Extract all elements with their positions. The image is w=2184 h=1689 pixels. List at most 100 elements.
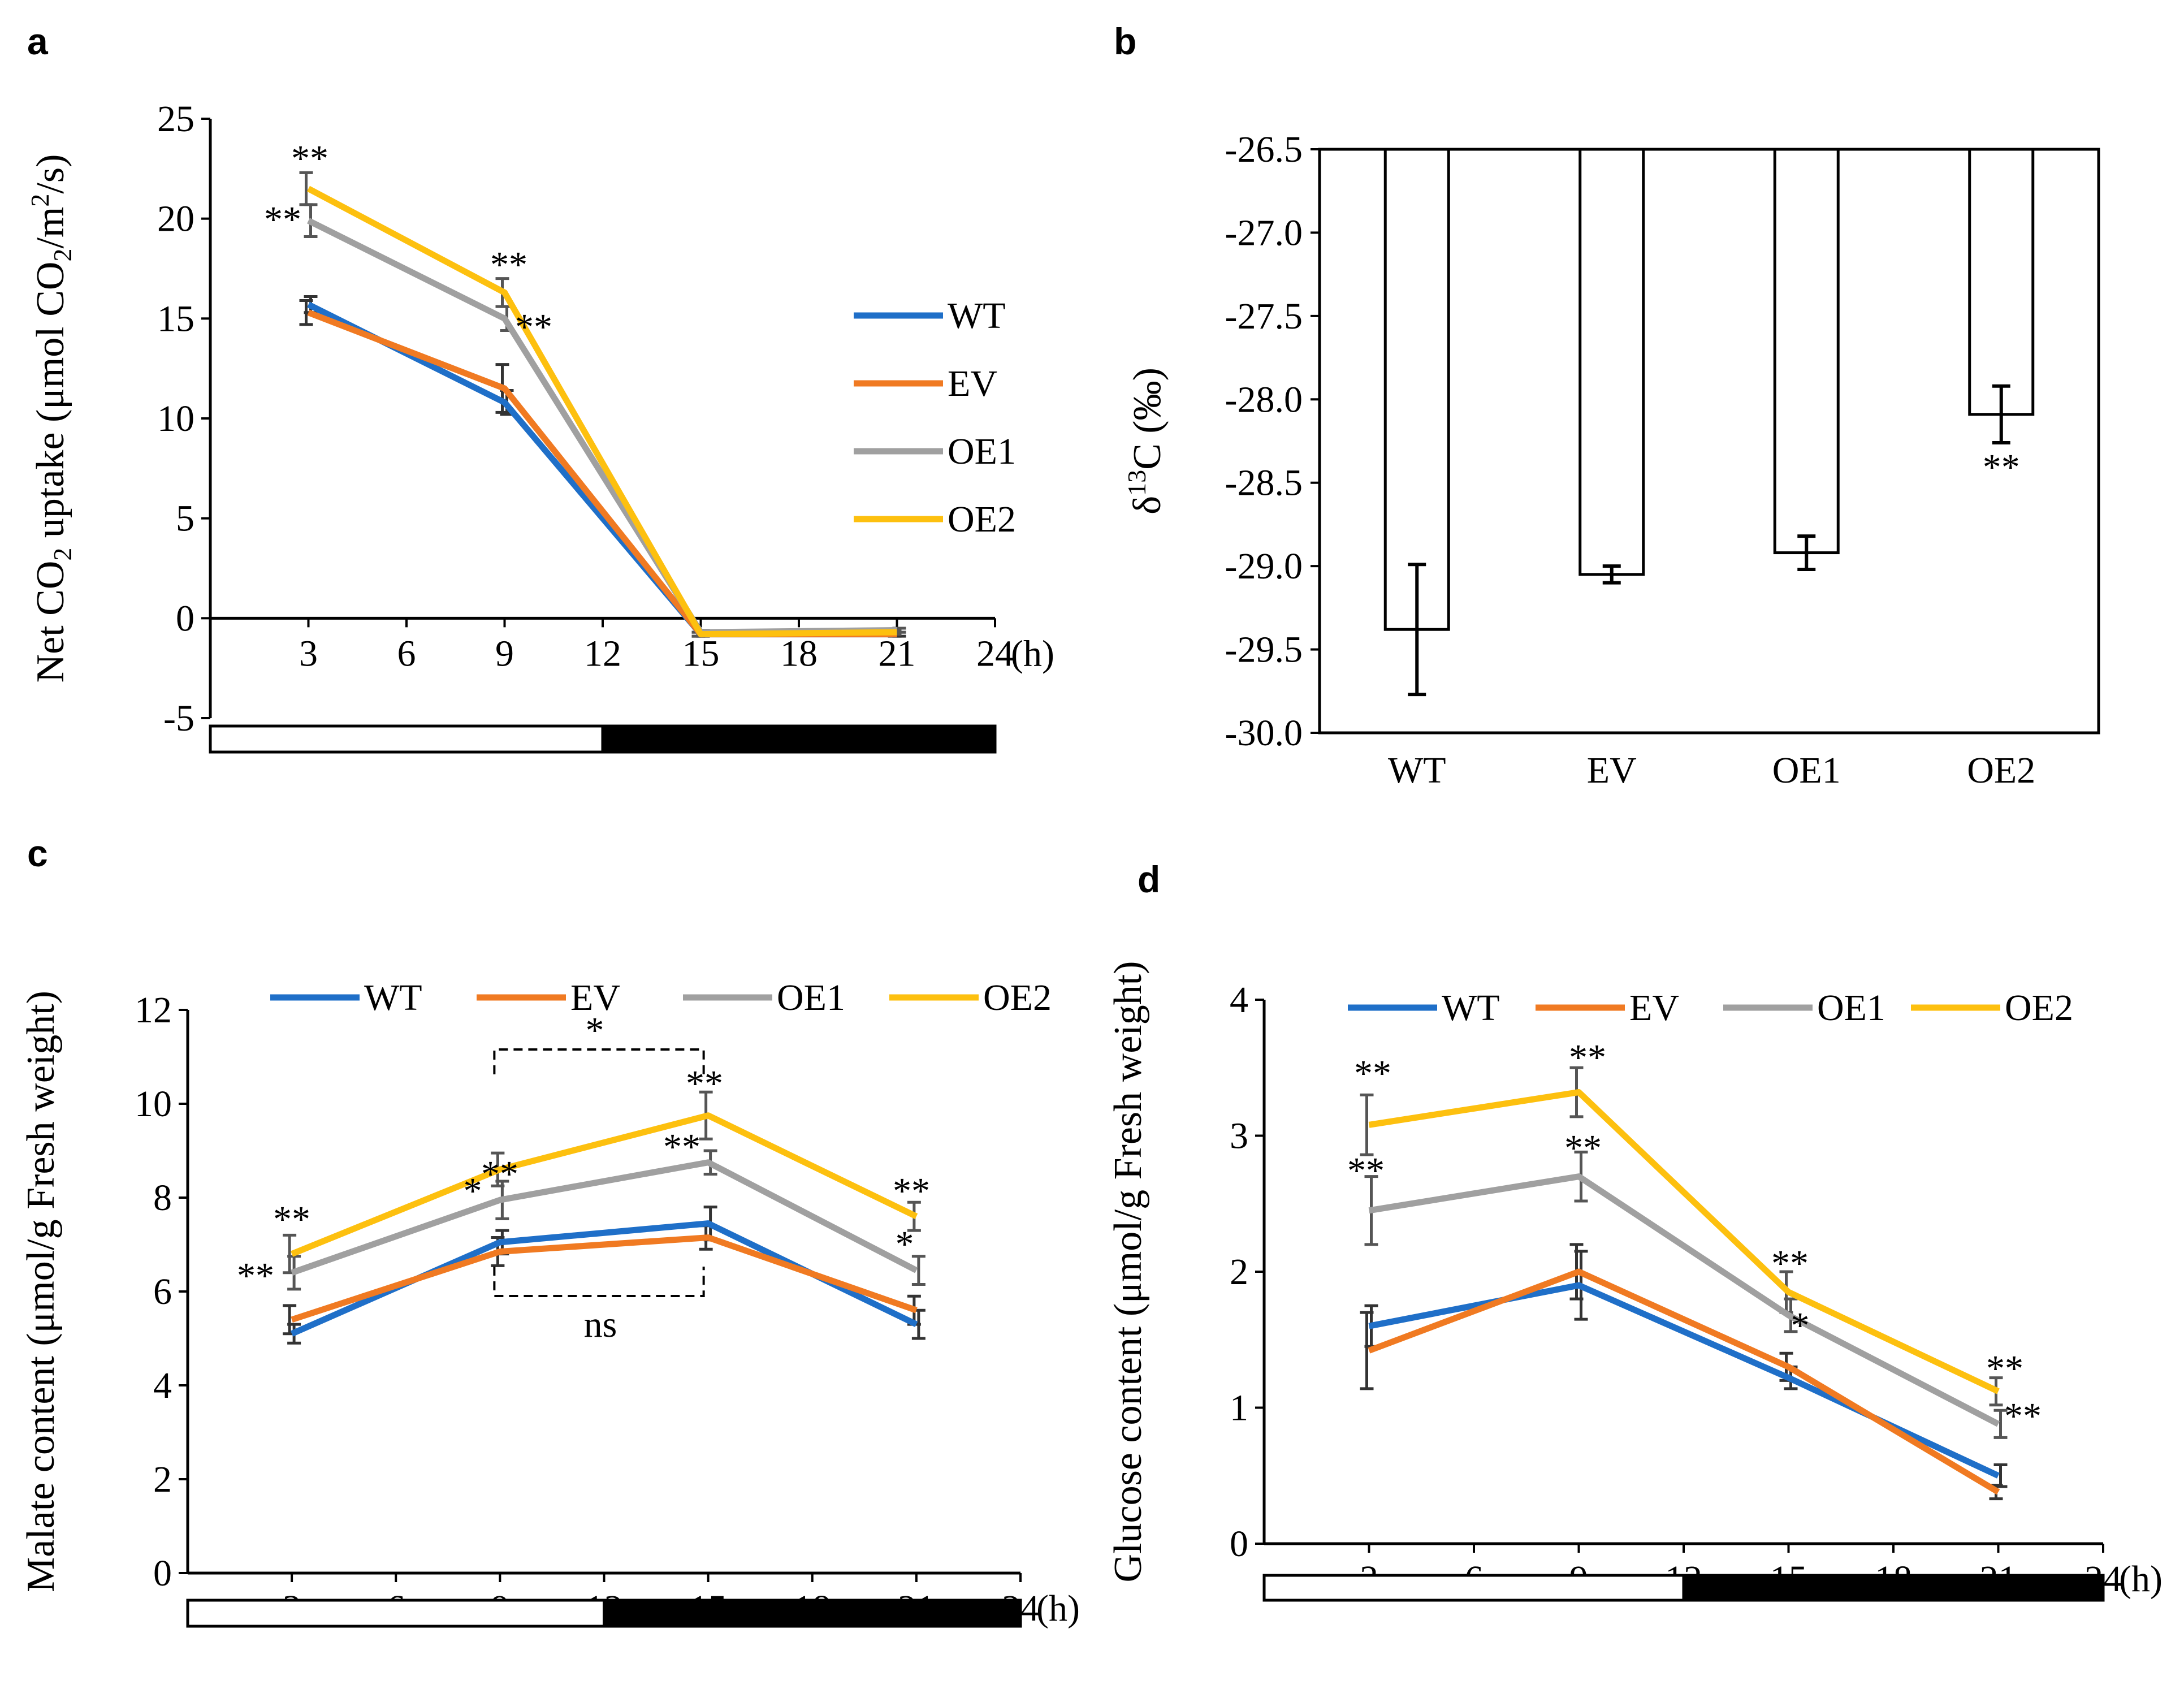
legend-label-oe1: OE1 <box>777 977 845 1018</box>
light-period-bar <box>1262 1574 1685 1602</box>
category-label-ev: EV <box>1587 750 1637 791</box>
significance-marker: * <box>464 1170 482 1212</box>
legend-label-oe2: OE2 <box>948 499 1016 540</box>
x-tick-label: 21 <box>879 633 916 674</box>
significance-marker: ** <box>1983 447 2020 488</box>
legend-label-oe1: OE1 <box>1817 987 1885 1029</box>
significance-marker: ** <box>481 1154 518 1195</box>
y-axis-label-part: /s) <box>29 154 72 194</box>
y-tick-label: 12 <box>135 990 172 1031</box>
y-tick-label: -29.0 <box>1225 546 1303 587</box>
y-axis-label-part: 13 <box>1122 470 1151 496</box>
y-axis-label: Glucose content (μmol/g Fresh weight) <box>1106 961 1150 1583</box>
significance-marker: * <box>896 1224 914 1265</box>
significance-marker: * <box>1791 1305 1810 1346</box>
y-tick-label: 2 <box>153 1459 172 1500</box>
light-period-bar <box>186 1599 606 1628</box>
legend-label-oe2: OE2 <box>2005 987 2073 1029</box>
series-line-oe2 <box>291 1112 918 1257</box>
y-tick-label: 1 <box>1230 1388 1248 1429</box>
x-tick-label: 9 <box>495 633 514 674</box>
y-tick-label: 15 <box>157 298 194 339</box>
significance-marker: ** <box>1354 1053 1391 1094</box>
y-tick-label: 25 <box>157 98 194 140</box>
dark-period-bar <box>601 724 997 754</box>
significance-marker: ** <box>893 1170 930 1212</box>
x-tick-label: 15 <box>682 633 720 674</box>
y-tick-label: -27.5 <box>1225 296 1303 337</box>
y-axis-label-part: 2 <box>48 548 77 561</box>
significance-marker: ** <box>1347 1150 1385 1191</box>
significance-marker: ** <box>1771 1243 1809 1284</box>
significance-marker: ** <box>291 138 328 179</box>
legend-label-ev: EV <box>1629 987 1679 1029</box>
significance-marker: ** <box>2004 1396 2042 1437</box>
legend-label-oe1: OE1 <box>948 431 1016 472</box>
significance-marker: ** <box>1986 1348 2023 1389</box>
significance-marker: ** <box>515 306 552 348</box>
series-line-oe1 <box>1368 1173 2000 1427</box>
panel-b-delta13c-bars: -26.5 -27.0 -27.5 -28.0 -28.5 -29.0 -29.5 -30.0… <box>1122 129 2100 791</box>
legend-label-ev: EV <box>570 977 620 1018</box>
series-line-oe2 <box>1368 1089 2000 1394</box>
series-line-ev <box>291 1234 918 1323</box>
y-axis-label-part: Net CO <box>29 561 72 683</box>
y-tick-label: -29.5 <box>1225 629 1303 671</box>
y-tick-label: 3 <box>1230 1116 1248 1157</box>
significance-marker: ** <box>663 1126 700 1168</box>
y-axis-label: Net CO2 uptake (μmol CO2/m2/s) <box>25 154 77 683</box>
y-axis-label-part: C (‰) <box>1126 368 1169 470</box>
legend-label-wt: WT <box>1442 987 1500 1029</box>
series-line-ev <box>1368 1268 2000 1495</box>
y-tick-label: -26.5 <box>1225 129 1303 170</box>
y-tick-label: 4 <box>1230 979 1248 1021</box>
legend-label-oe2: OE2 <box>983 977 1052 1018</box>
x-tick-label: 24 <box>976 633 1014 674</box>
x-tick-label: 18 <box>780 633 818 674</box>
significance-marker: ** <box>1564 1128 1602 1169</box>
bar-wt <box>1383 148 1450 631</box>
y-tick-label: 5 <box>176 498 194 539</box>
significance-marker: ** <box>264 199 301 240</box>
bracket-bottom <box>493 1267 705 1297</box>
plot-frame <box>1318 148 2100 735</box>
series-line-oe1 <box>291 1159 918 1276</box>
x-unit-label: (h) <box>1011 633 1054 674</box>
x-unit-label: (h) <box>2119 1558 2163 1600</box>
significance-marker: ** <box>237 1255 274 1297</box>
series-line-oe2 <box>306 185 897 638</box>
y-axis-label: Malate content (μmol/g Fresh weight) <box>19 991 63 1592</box>
panel-label-c: c <box>27 832 48 874</box>
dark-period-bar <box>1682 1574 2105 1602</box>
light-period-bar <box>209 724 604 754</box>
x-unit-label: (h) <box>1036 1588 1080 1629</box>
series-line-oe1 <box>307 218 897 636</box>
panel-label-a: a <box>27 20 49 62</box>
x-tick-label: 6 <box>397 633 416 674</box>
y-tick-label: 6 <box>153 1271 172 1312</box>
y-tick-label: -30.0 <box>1225 712 1303 754</box>
y-axis-label-part: δ <box>1126 496 1169 515</box>
y-tick-label: -27.0 <box>1225 212 1303 253</box>
bracket-top <box>493 1048 705 1074</box>
category-label-oe2: OE2 <box>1967 750 2035 791</box>
y-tick-label: 10 <box>157 398 194 439</box>
y-tick-label: 2 <box>1230 1251 1248 1293</box>
y-tick-label: 0 <box>1230 1523 1248 1565</box>
bar-oe2 <box>1968 148 2035 416</box>
y-tick-label: 10 <box>135 1083 172 1125</box>
x-tick-label: 3 <box>299 633 318 674</box>
panel-d-glucose-content: 012343691215182124(h)Glucose content (μm… <box>1106 961 2163 1602</box>
y-tick-label: 20 <box>157 198 194 240</box>
dark-period-bar <box>603 1599 1022 1628</box>
significance-marker: ns <box>584 1304 617 1345</box>
y-axis-label-part: uptake (μmol CO <box>29 262 72 548</box>
category-label-wt: WT <box>1388 750 1446 791</box>
y-axis-label: δ13C (‰) <box>1122 368 1169 515</box>
legend-label-ev: EV <box>948 363 997 404</box>
y-tick-label: -28.5 <box>1225 463 1303 504</box>
legend-label-wt: WT <box>948 295 1006 336</box>
y-tick-label: 4 <box>153 1365 172 1406</box>
